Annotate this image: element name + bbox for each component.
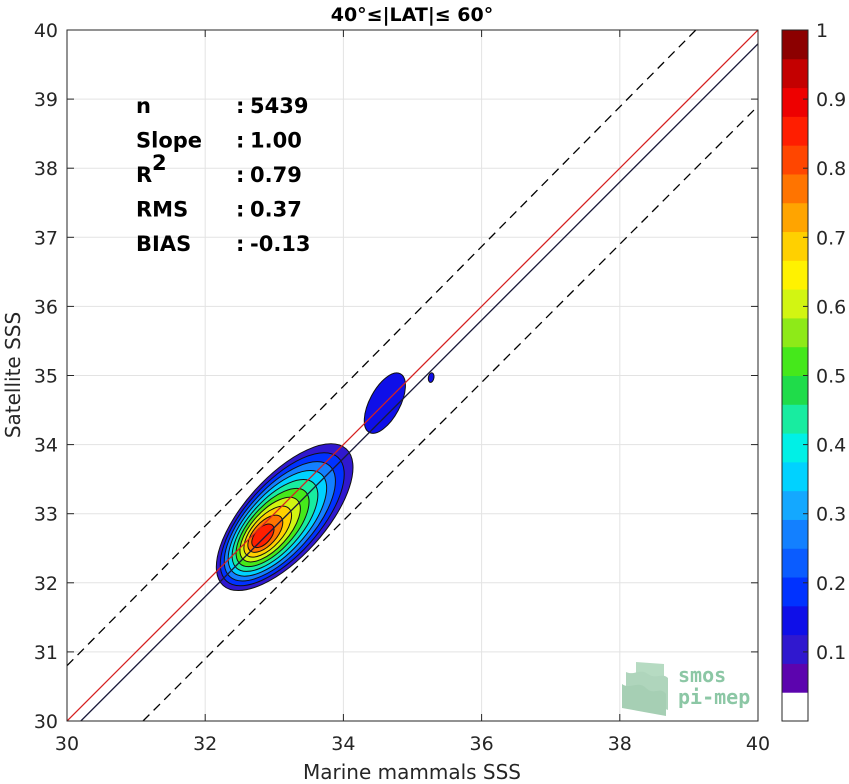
colorbar-segment — [782, 461, 808, 492]
stat-separator: : — [236, 232, 244, 256]
y-tick-label: 36 — [34, 296, 58, 318]
smos-pimep-logo: smos pi-mep — [622, 662, 750, 716]
colorbar-segment — [782, 30, 808, 60]
stat-value: -0.13 — [250, 232, 311, 256]
colorbar-segment — [782, 577, 808, 607]
colorbar-tick-label: 0.3 — [816, 504, 846, 526]
y-tick-label: 40 — [34, 20, 58, 42]
colorbar-segment — [782, 605, 808, 636]
y-tick-label: 30 — [34, 711, 58, 733]
y-tick-label: 32 — [34, 573, 58, 595]
colorbar-segment — [782, 634, 808, 664]
colorbar-tick-label: 0.4 — [816, 435, 846, 457]
stat-separator: : — [236, 129, 244, 153]
stat-label: R — [136, 163, 152, 187]
stat-value: 1.00 — [250, 129, 302, 153]
stat-label: Slope — [136, 129, 202, 153]
y-axis-label: Satellite SSS — [1, 312, 25, 438]
logo-text-smos: smos — [678, 663, 726, 687]
colorbar-segment — [782, 317, 808, 348]
colorbar-tick-labels: 0.1 0.2 0.3 0.4 0.5 0.6 0.7 0.8 0.9 1 — [816, 20, 846, 664]
colorbar-segment — [782, 145, 808, 175]
x-tick-labels: 30 32 34 36 38 40 — [55, 733, 770, 755]
line-one-to-one — [67, 30, 758, 721]
y-tick-label: 39 — [34, 89, 58, 111]
colorbar-tick-label: 0.5 — [816, 366, 846, 388]
y-tick-label: 34 — [34, 435, 58, 457]
colorbar-segment — [782, 663, 808, 693]
x-tick-label: 36 — [470, 733, 494, 755]
plot-frame — [66, 29, 759, 722]
x-tick-label: 38 — [608, 733, 632, 755]
colorbar-segment — [782, 375, 808, 405]
colorbar-segment — [782, 260, 808, 290]
colorbar-segment — [782, 404, 808, 434]
colorbar-segment — [782, 490, 808, 520]
colorbar-segment — [782, 289, 808, 319]
colorbar-tick-label: 0.7 — [816, 227, 846, 249]
x-tick-label: 34 — [331, 733, 355, 755]
colorbar — [781, 29, 809, 722]
colorbar-segment — [782, 116, 808, 146]
stat-label: n — [136, 94, 151, 118]
y-tick-label: 31 — [34, 642, 58, 664]
stat-label: BIAS — [136, 232, 191, 256]
chart-title: 40°≤|LAT|≤ 60° — [331, 4, 494, 26]
colorbar-tick-label: 0.8 — [816, 158, 846, 180]
colorbar-tick-label: 0.6 — [816, 296, 846, 318]
logo-wave-icon — [622, 662, 668, 716]
colorbar-segment — [782, 692, 808, 722]
logo-text-pimep: pi-mep — [678, 685, 750, 709]
x-tick-label: 30 — [55, 733, 79, 755]
colorbar-segment — [782, 58, 808, 89]
colorbar-tick-label: 1 — [816, 20, 828, 42]
x-tick-label: 32 — [193, 733, 217, 755]
colorbar-tick-label: 0.1 — [816, 642, 846, 664]
stat-superscript: 2 — [152, 151, 167, 175]
y-tick-label: 38 — [34, 158, 58, 180]
colorbar-tick-label: 0.9 — [816, 89, 846, 111]
y-tick-label: 35 — [34, 366, 58, 388]
line-dashed-lower — [142, 105, 758, 721]
colorbar-segment — [782, 231, 808, 261]
stat-separator: : — [236, 163, 244, 187]
stat-value: 0.79 — [250, 163, 302, 187]
stat-separator: : — [236, 94, 244, 118]
colorbar-segment — [782, 173, 808, 204]
colorbar-segment — [782, 346, 808, 376]
colorbar-segment — [782, 548, 808, 578]
y-tick-label: 33 — [34, 504, 58, 526]
x-tick-label: 40 — [746, 733, 770, 755]
y-tick-labels: 30 31 32 33 34 35 36 37 38 39 40 — [34, 20, 58, 733]
colorbar-segment — [782, 519, 808, 549]
stat-value: 5439 — [250, 94, 308, 118]
colorbar-segment — [782, 433, 808, 463]
colorbar-segment — [782, 87, 808, 117]
secondary-cluster — [427, 372, 435, 383]
stat-label: RMS — [136, 198, 188, 222]
reference-lines — [67, 30, 758, 721]
x-axis-label: Marine mammals SSS — [303, 760, 521, 784]
stat-value: 0.37 — [250, 198, 302, 222]
stat-separator: : — [236, 198, 244, 222]
colorbar-segment — [782, 202, 808, 233]
line-regression — [80, 43, 758, 721]
y-tick-label: 37 — [34, 227, 58, 249]
colorbar-tick-label: 0.2 — [816, 573, 846, 595]
